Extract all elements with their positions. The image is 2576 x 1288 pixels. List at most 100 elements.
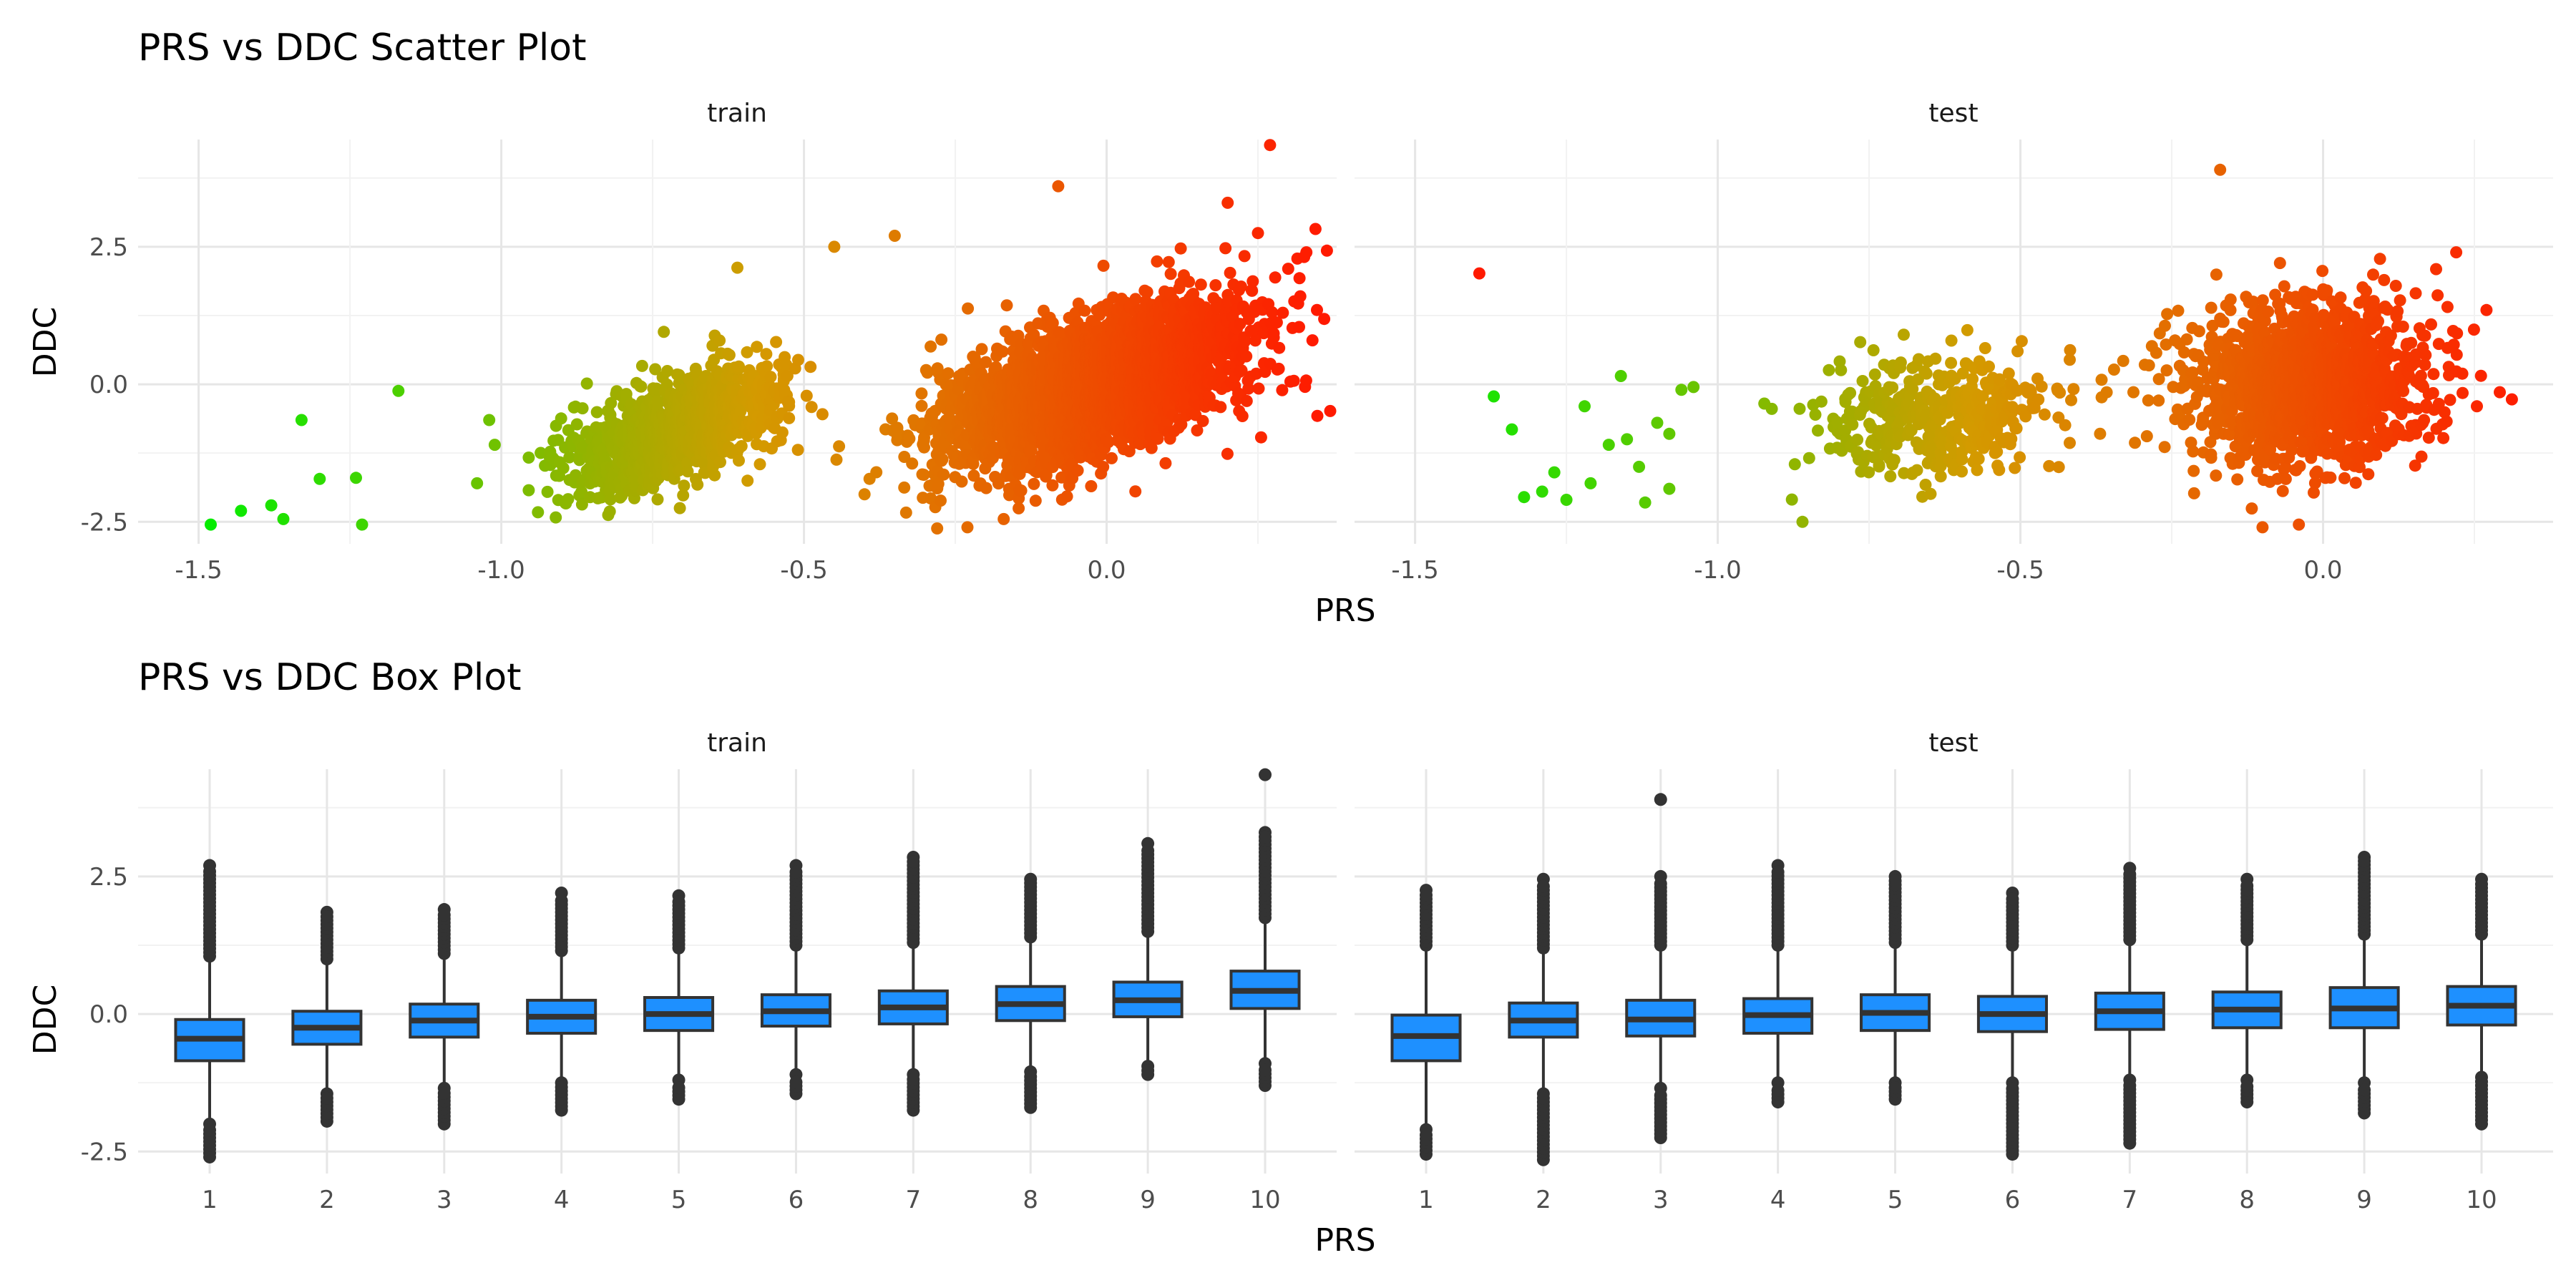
scatter-test-x-tick-label: -1.0 (1694, 556, 1741, 585)
scatter-train-point (313, 472, 326, 485)
scatter-test-point (1687, 381, 1700, 394)
scatter-train-point (931, 522, 944, 535)
scatter-test-point (2161, 308, 2174, 321)
scatter-train-point (917, 469, 930, 481)
scatter-test-point (2100, 386, 2113, 399)
scatter-train-point (1309, 223, 1322, 235)
scatter-test-point (1868, 368, 1881, 381)
scatter-train-point (816, 408, 829, 421)
scatter-train-point (1219, 242, 1232, 255)
scatter-test-point (1894, 356, 1907, 369)
scatter-train-point (635, 359, 648, 372)
scatter-test-point (2187, 487, 2200, 499)
scatter-test-point (1884, 470, 1897, 483)
scatter-train-point (1234, 280, 1247, 293)
scatter-train-point (681, 465, 694, 478)
scatter-train-point (277, 512, 290, 525)
scatter-test-point (2142, 359, 2155, 372)
scatter-test-point (1851, 434, 1864, 446)
scatter-test-point (1602, 439, 1615, 452)
scatter-train-y-tick-label: -2.5 (81, 508, 128, 537)
scatter-train-point (673, 369, 686, 381)
scatter-test-point (1972, 452, 1985, 465)
scatter-train-point (932, 477, 945, 490)
scatter-train-point (1141, 286, 1153, 298)
scatter-test-point (1867, 344, 1880, 356)
scatter-train-point (708, 469, 721, 482)
scatter-test-point (1898, 328, 1910, 341)
scatter-test-point (1488, 390, 1501, 403)
scatter-test-point (1971, 464, 1984, 477)
scatter-test-point (1844, 386, 1857, 399)
scatter-train-point (1209, 279, 1222, 292)
scatter-test-point (2067, 383, 2080, 396)
scatter-test-point (2224, 293, 2237, 306)
scatter-train-point (205, 518, 217, 531)
scatter-train-x-tick-label: -1.0 (477, 556, 525, 585)
scatter-train-point (1311, 409, 1324, 422)
scatter-test-point (2180, 333, 2193, 346)
scatter-train-point (356, 518, 369, 531)
scatter-train-point (800, 389, 813, 402)
scatter-train-point (997, 512, 1010, 525)
scatter-train-point (678, 479, 691, 492)
scatter-train-point (658, 326, 670, 338)
scatter-test-point (2015, 335, 2028, 348)
scatter-train-point (962, 302, 975, 315)
scatter-train-point (555, 412, 567, 425)
scatter-train-point (918, 441, 930, 454)
scatter-train-point (1015, 484, 1028, 497)
scatter-test-point (2014, 451, 2026, 464)
scatter-test-x-tick-label: 0.0 (2303, 556, 2342, 585)
scatter-train-point (921, 366, 934, 379)
scatter-train-point (996, 345, 1009, 358)
scatter-train-point (651, 493, 664, 506)
scatter-train-point (635, 380, 648, 393)
scatter-test-point (2059, 419, 2072, 431)
scatter-test-point (1639, 496, 1652, 509)
scatter-train-point (1183, 275, 1196, 288)
scatter-train-point (1299, 374, 1312, 387)
scatter-train-point (1293, 272, 1306, 285)
scatter-train-point (804, 361, 817, 374)
scatter-train-point (550, 511, 562, 524)
scatter-train-y-tick-label: 0.0 (89, 371, 128, 399)
scatter-test-point (1854, 336, 1867, 348)
scatter-train-point (733, 454, 745, 467)
scatter-train-point (350, 472, 362, 484)
scatter-train-point (603, 505, 616, 518)
scatter-test-point (2205, 452, 2218, 464)
scatter-train-point (1239, 335, 1251, 348)
scatter-test-point (2010, 422, 2023, 435)
scatter-train-point (535, 447, 547, 459)
scatter-test-point (1765, 402, 1778, 415)
scatter-test-point (2205, 301, 2218, 314)
scatter-test-point (1979, 342, 1991, 354)
scatter-train-point (980, 356, 992, 369)
scatter-train-point (760, 348, 773, 361)
scatter-train-point (792, 353, 804, 366)
scatter-test-point (2172, 304, 2185, 317)
scatter-train-point (1272, 362, 1285, 375)
scatter-test-point (1788, 458, 1801, 471)
scatter-train-point (899, 506, 912, 519)
scatter-train-point (924, 340, 937, 353)
scatter-test-point (1961, 323, 1974, 336)
scatter-train-point (653, 396, 665, 409)
scatter-train-point (570, 418, 583, 431)
scatter-train-point (764, 371, 777, 384)
scatter-train-point (235, 504, 248, 517)
scatter-train-point (661, 365, 674, 377)
scatter-train-point (604, 493, 617, 506)
scatter-test-point (1614, 370, 1627, 382)
scatter-test-point (1920, 367, 1933, 380)
scatter-test-point (1506, 423, 1518, 436)
scatter-test-point (1873, 459, 1885, 472)
scatter-test-point (1785, 493, 1798, 506)
scatter-train-x-tick-label: 0.0 (1087, 556, 1126, 585)
scatter-test-point (1924, 487, 1937, 500)
scatter-train-point (1214, 401, 1227, 414)
scatter-train-point (761, 360, 774, 373)
scatter-test-point (1983, 360, 1995, 373)
scatter-train-point (1473, 267, 1485, 280)
